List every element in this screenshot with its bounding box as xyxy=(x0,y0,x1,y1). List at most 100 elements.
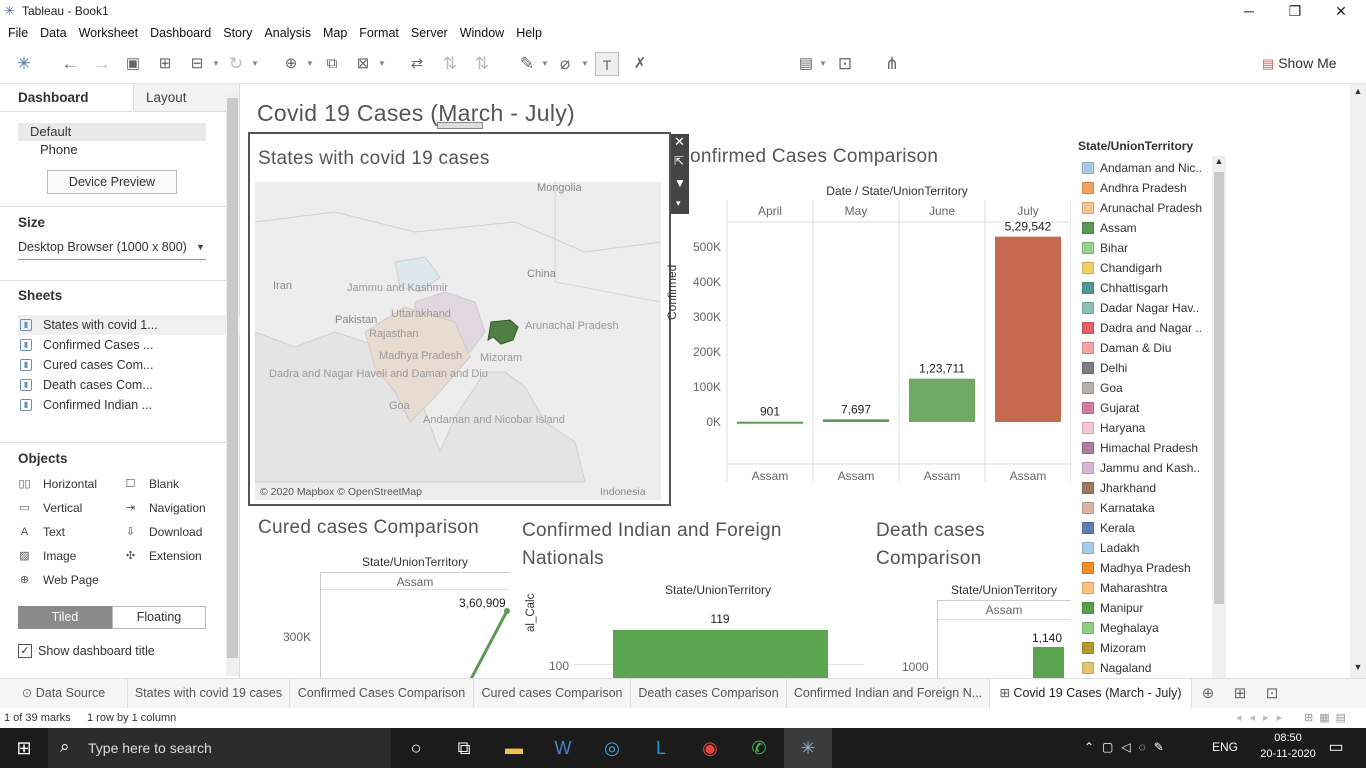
new-worksheet-dropdown-icon[interactable]: ▼ xyxy=(306,59,314,68)
tiled-button[interactable]: Tiled xyxy=(18,606,112,629)
tab-states[interactable]: States with covid 19 cases xyxy=(128,679,290,708)
legend-item[interactable]: Manipur xyxy=(1082,598,1210,618)
legend-item[interactable]: Meghalaya xyxy=(1082,618,1210,638)
group-dropdown-icon[interactable]: ▼ xyxy=(581,59,589,68)
size-dropdown[interactable]: Desktop Browser (1000 x 800) ▼ xyxy=(18,238,206,260)
word-icon[interactable]: W xyxy=(554,738,572,758)
language-indicator[interactable]: ENG xyxy=(1212,740,1239,754)
legend-item[interactable]: Delhi xyxy=(1082,358,1210,378)
sort-descending-icon[interactable]: ⇅ xyxy=(474,54,490,73)
legend-item[interactable]: Dadra and Nagar .. xyxy=(1082,318,1210,338)
object-extension[interactable]: ✣ Extension xyxy=(124,545,202,567)
menu-file[interactable]: File xyxy=(8,26,29,40)
menu-format[interactable]: Format xyxy=(359,26,399,40)
legend-item[interactable]: Jammu and Kash.. xyxy=(1082,458,1210,478)
legend-item[interactable]: Madhya Pradesh xyxy=(1082,558,1210,578)
sheet-item-confirmed[interactable]: ▮ Confirmed Cases ... xyxy=(18,335,223,355)
menu-window[interactable]: Window xyxy=(459,26,505,40)
show-cards-dropdown-icon[interactable]: ▼ xyxy=(819,59,827,68)
legend-item[interactable]: Jharkhand xyxy=(1082,478,1210,498)
file-explorer-icon[interactable]: ▬ xyxy=(505,738,523,758)
pause-updates-dropdown-icon[interactable]: ▼ xyxy=(212,59,220,68)
object-text[interactable]: A Text xyxy=(18,521,65,543)
menu-worksheet[interactable]: Worksheet xyxy=(78,26,139,40)
menu-analysis[interactable]: Analysis xyxy=(264,26,311,40)
tab-layout[interactable]: Layout ⇕ xyxy=(133,84,239,112)
menu-dashboard[interactable]: Dashboard xyxy=(150,26,212,40)
show-cards-icon[interactable]: ▤ xyxy=(798,55,814,72)
menu-help[interactable]: Help xyxy=(516,26,542,40)
legend-item[interactable]: Gujarat xyxy=(1082,398,1210,418)
clear-sheet-dropdown-icon[interactable]: ▼ xyxy=(378,59,386,68)
new-story-tab-icon[interactable]: ⊡ xyxy=(1265,685,1279,702)
legend-item[interactable]: Bihar xyxy=(1082,238,1210,258)
sheet-item-cured[interactable]: ▮ Cured cases Com... xyxy=(18,355,223,375)
device-default[interactable]: Default xyxy=(18,123,206,141)
sheet-item-states[interactable]: ▮ States with covid 1... xyxy=(18,315,240,335)
legend-item[interactable]: Himachal Pradesh xyxy=(1082,438,1210,458)
legend-item[interactable]: Haryana xyxy=(1082,418,1210,438)
legend-item[interactable]: Chandigarh xyxy=(1082,258,1210,278)
left-pane-scrollbar[interactable] xyxy=(226,92,239,676)
group-members-icon[interactable]: ⌀ xyxy=(559,54,571,73)
legend-item[interactable]: Assam xyxy=(1082,218,1210,238)
scroll-thumb[interactable] xyxy=(227,98,238,658)
show-title-checkbox[interactable]: ✓ xyxy=(18,644,32,658)
object-navigation[interactable]: ⇥ Navigation xyxy=(124,497,206,519)
duplicate-sheet-icon[interactable]: ⧉ xyxy=(326,55,338,72)
scroll-up-icon[interactable]: ▲ xyxy=(1214,156,1224,166)
tableau-home-icon[interactable]: ✳ xyxy=(16,54,32,73)
clock-time[interactable]: 08:50 xyxy=(1274,732,1302,744)
legend-item[interactable]: Andhra Pradesh xyxy=(1082,178,1210,198)
death-bar[interactable] xyxy=(1033,647,1064,679)
tab-nationals[interactable]: Confirmed Indian and Foreign N... xyxy=(787,679,990,708)
scroll-thumb[interactable] xyxy=(1214,172,1224,604)
map-area[interactable]: Mongolia Iran China Pakistan Jammu and K… xyxy=(255,182,661,500)
map-worksheet[interactable]: States with covid 19 cases Mongolia Iran… xyxy=(248,132,671,506)
close-icon[interactable]: ✕ xyxy=(674,134,685,149)
color-legend[interactable]: State/UnionTerritory Andaman and Nic.. An… xyxy=(1072,136,1226,678)
show-mark-labels-icon[interactable]: T xyxy=(595,52,619,76)
new-worksheet-tab-icon[interactable]: ⊕ xyxy=(1201,685,1215,702)
floating-button[interactable]: Floating xyxy=(112,606,206,629)
object-image[interactable]: ▨ Image xyxy=(18,545,76,567)
scroll-up-icon[interactable]: ▲ xyxy=(1353,86,1363,96)
close-button[interactable]: ✕ xyxy=(1335,3,1347,19)
legend-item[interactable]: Nagaland xyxy=(1082,658,1210,678)
object-web-page[interactable]: ⊕ Web Page xyxy=(18,569,99,591)
fix-axes-icon[interactable]: ✗ xyxy=(633,55,647,72)
edge-icon[interactable]: ◎ xyxy=(604,738,620,758)
save-icon[interactable]: ▣ xyxy=(125,55,141,72)
highlight-dropdown-icon[interactable]: ▼ xyxy=(541,59,549,68)
sheet-navigation-icon[interactable]: ◂◂▸▸ xyxy=(1236,712,1291,724)
swap-rows-columns-icon[interactable]: ⇄ xyxy=(410,55,424,72)
legend-item[interactable]: Arunachal Pradesh xyxy=(1082,198,1210,218)
legend-item[interactable]: Goa xyxy=(1082,378,1210,398)
share-icon[interactable]: ⋔ xyxy=(884,54,900,73)
tab-confirmed[interactable]: Confirmed Cases Comparison xyxy=(290,679,474,708)
whatsapp-icon[interactable]: ✆ xyxy=(751,738,767,758)
menu-data[interactable]: Data xyxy=(40,26,67,40)
presentation-mode-icon[interactable]: ⊡ xyxy=(837,54,853,73)
sheet-item-death[interactable]: ▮ Death cases Com... xyxy=(18,375,223,395)
legend-item[interactable]: Ladakh xyxy=(1082,538,1210,558)
legend-item[interactable]: Daman & Diu xyxy=(1082,338,1210,358)
menu-server[interactable]: Server xyxy=(410,26,448,40)
legend-item[interactable]: Mizoram xyxy=(1082,638,1210,658)
tab-dashboard[interactable]: Dashboard xyxy=(0,84,132,112)
legend-item[interactable]: Kerala xyxy=(1082,518,1210,538)
clear-sheet-icon[interactable]: ⊠ xyxy=(356,55,370,72)
sheet-item-nationals[interactable]: ▮ Confirmed Indian ... xyxy=(18,395,223,415)
device-phone[interactable]: Phone xyxy=(40,142,78,157)
windows-start-icon[interactable]: ⊞ xyxy=(16,738,32,758)
new-datasource-icon[interactable]: ⊞ xyxy=(158,55,172,72)
tab-dashboard-active[interactable]: ⊞ Covid 19 Cases (March - July) xyxy=(990,679,1192,708)
death-chart[interactable]: Assam 1,140 xyxy=(937,600,1071,679)
cured-chart[interactable]: Assam 3,60,909 xyxy=(320,572,510,679)
menu-story[interactable]: Story xyxy=(223,26,253,40)
go-to-sheet-icon[interactable]: ⇱ xyxy=(674,154,685,168)
taskbar-search[interactable]: ⌕ Type here to search xyxy=(48,728,391,768)
view-toggle-icon[interactable]: ⊞▦▤ xyxy=(1304,712,1353,724)
drag-handle[interactable] xyxy=(437,122,483,129)
tab-data-source[interactable]: ⊙ Data Source xyxy=(0,679,128,708)
